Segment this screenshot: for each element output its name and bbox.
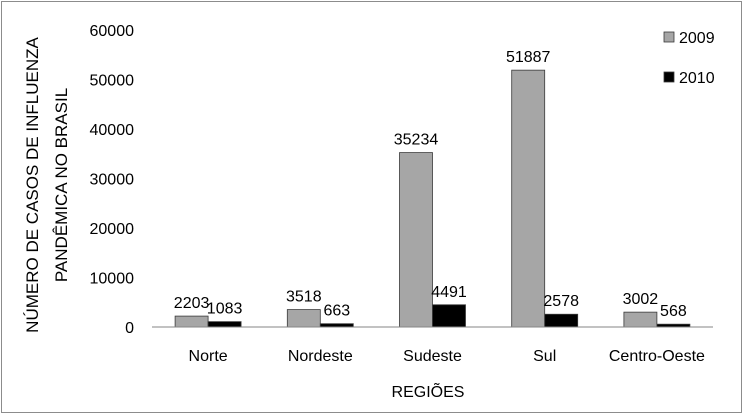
category-label: Norte (189, 348, 228, 365)
category-labels: Norte Nordeste Sudeste Sul Centro-Oeste (189, 348, 705, 365)
bar-2009-centro-oeste (623, 311, 658, 328)
data-label: 3002 (623, 291, 659, 308)
category-label: Sul (533, 348, 556, 365)
bar-2009-sul (511, 69, 546, 328)
legend-label: 2009 (679, 30, 715, 47)
y-axis-title-line-2: PANDÊMICA NO BRASIL (52, 88, 71, 282)
bar-2010-norte (207, 321, 242, 328)
bars (174, 69, 691, 328)
y-tick-label: 60000 (90, 23, 135, 40)
y-tick-label: 40000 (90, 122, 135, 139)
bar-2009-nordeste (286, 309, 321, 328)
data-label: 1083 (207, 301, 243, 318)
data-label: 2578 (543, 293, 579, 310)
legend-label: 2010 (679, 70, 715, 87)
y-tick-label: 50000 (90, 73, 135, 90)
legend-swatch-2009 (663, 31, 675, 43)
data-label: 35234 (394, 132, 439, 149)
category-label: Sudeste (403, 348, 462, 365)
data-label: 568 (660, 303, 687, 320)
bar-2009-sudeste (399, 152, 433, 328)
data-label: 4491 (431, 284, 467, 301)
legend-swatch-2010 (663, 71, 675, 83)
y-axis-title-line-1: NÚMERO DE CASOS DE INFLUENZA (23, 37, 42, 333)
y-tick-label: 20000 (90, 221, 135, 238)
bar-2009-norte (174, 315, 209, 328)
bar-2010-sudeste (432, 304, 466, 328)
data-label: 663 (323, 303, 350, 320)
y-axis-ticks: 0 10000 20000 30000 40000 50000 60000 (90, 23, 135, 337)
data-label: 2203 (174, 295, 210, 312)
bar-2010-sul (544, 313, 579, 328)
y-axis-title: NÚMERO DE CASOS DE INFLUENZA PANDÊMICA N… (23, 37, 71, 333)
category-label: Nordeste (288, 348, 353, 365)
y-tick-label: 0 (125, 320, 134, 337)
x-axis-title: REGIÕES (392, 381, 465, 401)
category-label: Centro-Oeste (609, 348, 705, 365)
legend: 2009 2010 (663, 30, 715, 87)
y-tick-label: 30000 (90, 172, 135, 189)
data-label: 3518 (286, 289, 322, 306)
data-label: 51887 (506, 49, 551, 66)
y-tick-label: 10000 (90, 271, 135, 288)
